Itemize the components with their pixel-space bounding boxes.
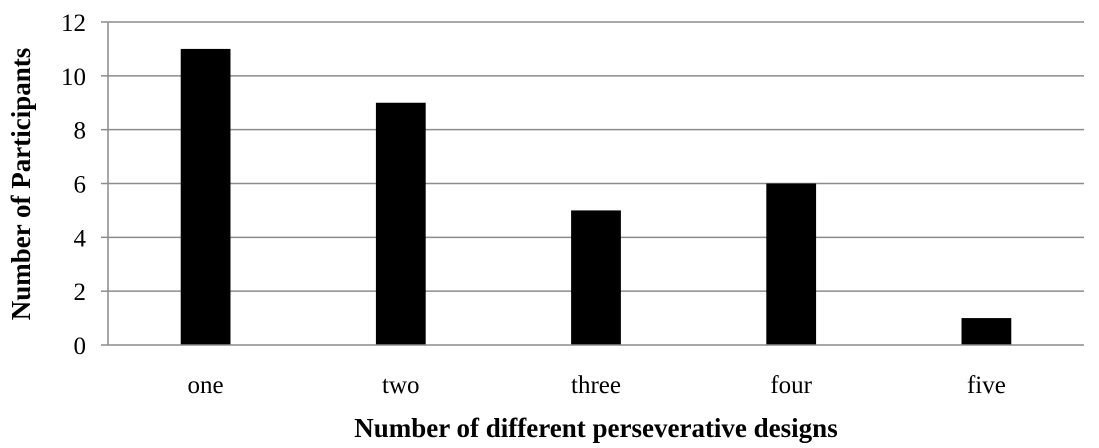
bar-four	[766, 183, 817, 345]
bars	[180, 48, 1012, 346]
axes	[101, 21, 1084, 346]
x-tick-label: two	[382, 372, 420, 399]
bar-three	[571, 210, 621, 345]
x-tick-label: five	[967, 372, 1006, 399]
x-tick-labels: one two three four five	[188, 372, 1006, 399]
y-tick-label: 4	[74, 225, 87, 252]
x-tick-label: three	[571, 372, 621, 399]
x-tick-label: one	[188, 372, 224, 399]
y-tick-label: 10	[61, 64, 86, 91]
y-tick-label: 6	[74, 172, 87, 199]
bar-two	[375, 102, 426, 345]
y-tick-label: 0	[74, 333, 87, 360]
bar-five	[961, 318, 1012, 345]
y-tick-label: 2	[74, 279, 87, 306]
gridlines	[108, 21, 1084, 292]
y-tick-label: 8	[74, 118, 87, 145]
x-tick-label: four	[770, 372, 812, 399]
y-tick-labels: 0 2 4 6 8 10 12	[61, 10, 87, 360]
y-axis-title: Number of Participants	[6, 48, 36, 320]
y-tick-label: 12	[61, 10, 86, 37]
bar-one	[180, 48, 231, 346]
x-axis-title: Number of different perseverative design…	[354, 413, 837, 443]
